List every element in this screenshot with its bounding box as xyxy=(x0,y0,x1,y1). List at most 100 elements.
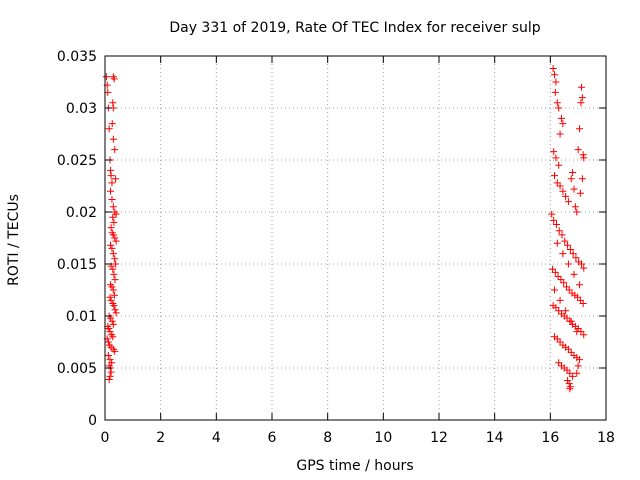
data-point-plus xyxy=(574,362,582,370)
x-tick-label: 18 xyxy=(597,430,615,446)
data-point-plus xyxy=(109,320,117,328)
data-point-plus xyxy=(107,187,115,195)
data-point-plus xyxy=(108,179,116,187)
data-point-plus xyxy=(580,154,588,162)
data-point-plus xyxy=(552,220,560,228)
data-point-plus xyxy=(569,250,577,258)
data-point-plus xyxy=(105,375,113,383)
y-tick-label: 0.03 xyxy=(66,101,97,117)
data-point-plus xyxy=(551,172,559,180)
data-point-plus xyxy=(578,83,586,91)
data-point-plus xyxy=(551,71,559,79)
data-point-plus xyxy=(551,268,559,276)
data-point-plus xyxy=(561,237,569,245)
data-point-plus xyxy=(111,347,119,355)
data-point-plus xyxy=(576,189,584,197)
data-point-plus xyxy=(560,279,568,287)
data-point-plus xyxy=(570,185,578,193)
data-point-plus xyxy=(112,237,120,245)
data-point-plus xyxy=(107,296,115,304)
data-point-plus xyxy=(559,120,567,128)
y-tick-label: 0.01 xyxy=(66,309,97,325)
data-point-plus xyxy=(580,331,588,339)
data-point-plus xyxy=(567,317,575,325)
x-axis-label: GPS time / hours xyxy=(296,458,413,474)
data-point-plus xyxy=(105,324,113,332)
data-point-plus xyxy=(578,175,586,183)
axis-ticks: 0 2 4 6 8 10 12 14 16 18 0 0.005 0.01 0.015 0.02 0.025 0… xyxy=(57,49,615,446)
y-tick-label: 0.025 xyxy=(57,153,97,169)
data-point-plus xyxy=(108,244,116,252)
y-tick-label: 0.005 xyxy=(57,361,97,377)
data-point-plus xyxy=(551,88,559,96)
data-point-plus xyxy=(108,196,116,204)
data-point-plus xyxy=(548,210,556,218)
x-tick-label: 0 xyxy=(101,430,110,446)
data-point-plus xyxy=(572,254,580,262)
data-point-plus xyxy=(106,328,114,336)
data-point-plus xyxy=(566,245,574,253)
data-point-plus xyxy=(571,203,579,211)
data-point-plus xyxy=(552,78,560,86)
data-point-plus xyxy=(104,352,112,360)
data-point-plus xyxy=(573,208,581,216)
data-point-plus xyxy=(112,309,120,317)
data-point-plus xyxy=(565,380,573,388)
data-point-plus xyxy=(107,241,115,249)
data-point-plus xyxy=(562,307,570,315)
y-tick-label: 0.02 xyxy=(66,205,97,221)
data-point-plus xyxy=(107,166,115,174)
data-point-plus xyxy=(562,192,570,200)
data-point-plus xyxy=(107,172,115,180)
data-point-plus xyxy=(102,73,110,81)
data-point-plus xyxy=(567,175,575,183)
data-point-plus xyxy=(108,317,116,325)
data-point-plus xyxy=(579,151,587,159)
data-point-plus xyxy=(558,231,566,239)
chart-title: Day 331 of 2019, Rate Of TEC Index for r… xyxy=(169,20,540,36)
data-point-plus xyxy=(556,130,564,138)
data-point-plus xyxy=(111,276,119,284)
data-point-plus xyxy=(109,333,117,341)
data-point-plus xyxy=(564,260,572,268)
data-point-plus xyxy=(564,376,572,384)
data-point-plus xyxy=(576,281,584,289)
data-point-plus xyxy=(112,210,120,218)
data-point-plus xyxy=(574,146,582,154)
data-point-plus xyxy=(552,154,560,162)
data-point-plus xyxy=(578,260,586,268)
data-point-plus xyxy=(110,75,118,83)
x-tick-label: 14 xyxy=(486,430,504,446)
x-tick-label: 16 xyxy=(541,430,559,446)
data-point-plus xyxy=(106,356,114,364)
y-tick-label: 0.035 xyxy=(57,49,97,65)
data-point-plus xyxy=(564,241,572,249)
y-tick-label: 0 xyxy=(88,413,97,429)
x-tick-label: 12 xyxy=(430,430,448,446)
x-tick-label: 8 xyxy=(323,430,332,446)
data-point-plus xyxy=(104,338,112,346)
data-point-plus xyxy=(550,148,558,156)
data-point-plus xyxy=(573,369,581,377)
data-point-plus xyxy=(111,234,119,242)
data-point-plus xyxy=(553,99,561,107)
data-point-plus xyxy=(580,264,588,272)
data-point-plus xyxy=(555,104,563,112)
x-tick-label: 4 xyxy=(212,430,221,446)
y-tick-label: 0.015 xyxy=(57,257,97,273)
data-point-plus xyxy=(107,224,115,232)
x-tick-label: 6 xyxy=(268,430,277,446)
data-point-plus xyxy=(556,296,564,304)
data-point-plus xyxy=(570,270,578,278)
data-point-plus xyxy=(573,328,581,336)
data-point-plus xyxy=(108,120,116,128)
data-point-plus xyxy=(549,64,557,72)
data-point-plus xyxy=(106,293,114,301)
plot-frame xyxy=(104,55,607,421)
data-point-plus xyxy=(578,94,586,102)
data-point-plus xyxy=(110,291,118,299)
data-point-plus xyxy=(579,300,587,308)
data-points xyxy=(102,64,588,393)
